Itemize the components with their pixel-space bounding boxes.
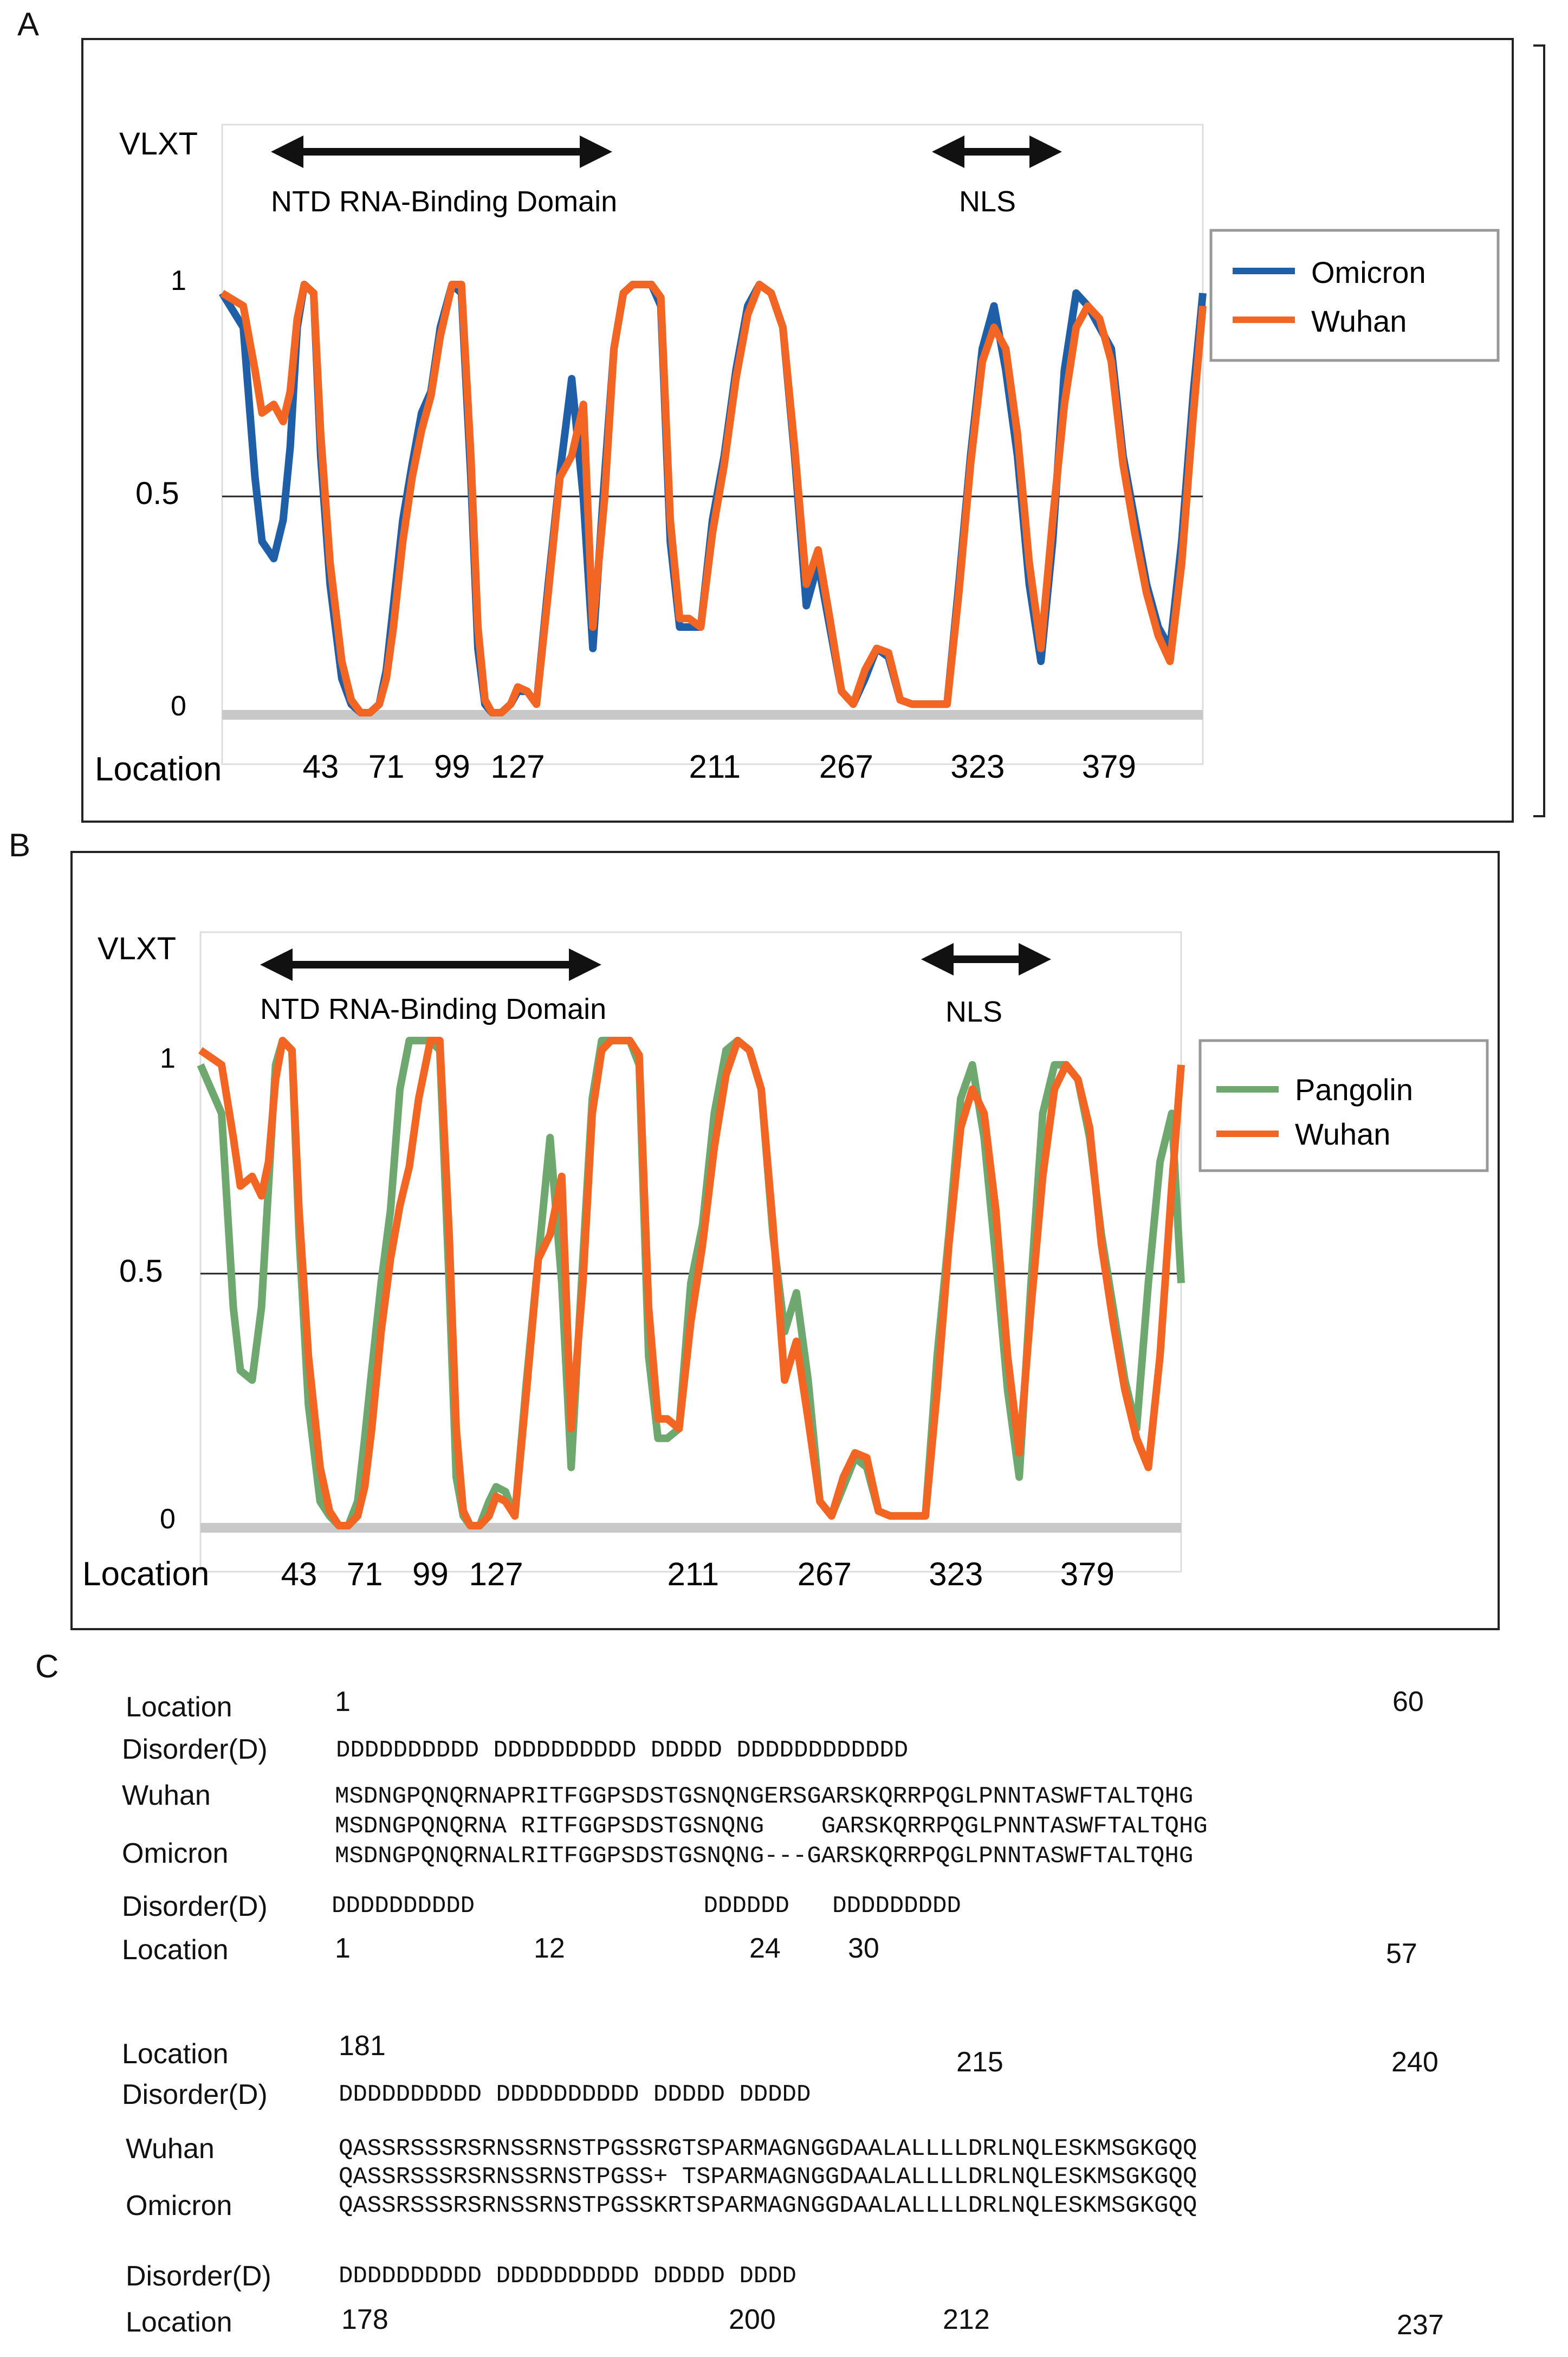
panel-label-c: C — [35, 1648, 59, 1684]
x-axis-label-b: Location — [82, 1555, 209, 1593]
chart-a-x-tick: 267 — [819, 748, 873, 785]
location-label-top-1: Location — [126, 1691, 232, 1723]
panel-a-frame — [81, 38, 1514, 823]
chart-a-x-tick: 211 — [689, 748, 741, 785]
disorder-label-top-2: Disorder(D) — [122, 2079, 268, 2110]
species-label-wuhan-1: Wuhan — [122, 1780, 211, 1811]
location-label-bottom-1: Location — [122, 1934, 229, 1966]
chart-b: NTD RNA-Binding Domain NLS VLXT 0 0.5 1 … — [82, 931, 1489, 1593]
chart-b-x-tick: 43 — [281, 1556, 318, 1592]
legend-b: Pangolin Wuhan — [1198, 1039, 1489, 1172]
location-tick: 12 — [534, 1933, 565, 1964]
x-axis-band-b — [200, 1523, 1181, 1533]
x-axis-label-a: Location — [95, 751, 222, 788]
chart-a-x-tick: 127 — [491, 748, 545, 785]
disorder-row-bottom-1: DDDDDDDDDD DDDDDD DDDDDDDDD — [332, 1893, 961, 1920]
disorder-label-top-1: Disorder(D) — [122, 1734, 268, 1765]
y-tick-0-a: 0 — [171, 690, 186, 722]
panel-b-frame — [70, 851, 1500, 1630]
disorder-label-bottom-1: Disorder(D) — [122, 1891, 268, 1922]
location-tick: 1 — [335, 1933, 351, 1964]
location-tick: 24 — [749, 1933, 781, 1964]
location-end-top-1: 60 — [1392, 1686, 1424, 1717]
disorder-row-bottom-2: DDDDDDDDDD DDDDDDDDDD DDDDD DDDD — [339, 2263, 796, 2290]
legend-a: Omicron Wuhan — [1209, 229, 1500, 362]
y-axis-label-a: VLXT — [119, 126, 198, 162]
location-start-top-1: 1 — [335, 1686, 351, 1717]
chart-b-x-tick: 379 — [1060, 1556, 1115, 1592]
rna-binding-arrow-b — [260, 948, 601, 981]
species-label-omicron-2: Omicron — [126, 2190, 232, 2222]
location-tick: 178 — [341, 2304, 388, 2335]
nls-arrow-b — [921, 943, 1051, 976]
location-tick: 237 — [1397, 2309, 1444, 2341]
chart-a-x-tick: 323 — [950, 748, 1005, 785]
species-label-omicron-1: Omicron — [122, 1838, 229, 1869]
chart-b-x-tick: 211 — [667, 1556, 719, 1592]
alignment-row-1: MSDNGPQNQRNA RITFGGPSDSTGSNQNG GARSKQRRP… — [335, 1813, 1208, 1840]
legend-label-wuhan-a: Wuhan — [1311, 304, 1407, 338]
chart-a: NTD RNA-Binding Domain NLS VLXT 0 0.5 1 … — [95, 124, 1500, 788]
legend-label-pangolin: Pangolin — [1295, 1073, 1413, 1107]
annotation-nls-b: NLS — [945, 996, 1002, 1028]
location-tick: 57 — [1386, 1938, 1417, 1969]
location-label-bottom-2: Location — [126, 2307, 232, 2338]
y-tick-0-b: 0 — [160, 1503, 176, 1535]
annotation-rna-binding-b: NTD RNA-Binding Domain — [260, 993, 606, 1025]
sequence-omicron-1: MSDNGPQNQRNALRITFGGPSDSTGSNQNG---GARSKQR… — [335, 1843, 1194, 1870]
y-axis-label-b: VLXT — [98, 931, 176, 966]
annotation-rna-binding-a: NTD RNA-Binding Domain — [271, 185, 617, 218]
legend-label-omicron: Omicron — [1311, 255, 1426, 289]
location-end-top-2: 240 — [1391, 2046, 1439, 2078]
disorder-label-bottom-2: Disorder(D) — [126, 2261, 271, 2292]
y-tick-05-a: 0.5 — [135, 476, 179, 511]
y-tick-1-a: 1 — [171, 265, 186, 296]
panel-label-a: A — [17, 6, 40, 42]
alignment-row-2: QASSRSSSRSRNSSRNSTPGSS+ TSPARMAGNGGDAALA… — [339, 2164, 1197, 2191]
chart-b-x-tick: 267 — [798, 1556, 852, 1592]
chart-a-x-tick: 379 — [1082, 748, 1136, 785]
disorder-row-top-2: DDDDDDDDDD DDDDDDDDDD DDDDD DDDDD — [339, 2081, 811, 2108]
x-axis-band-a — [222, 710, 1203, 720]
chart-a-x-tick: 43 — [303, 748, 339, 785]
sequence-wuhan-2: QASSRSSSRSRNSSRNSTPGSSRGTSPARMAGNGGDAALA… — [339, 2135, 1197, 2162]
chart-b-series-wuhan — [198, 1037, 1185, 1529]
y-tick-1-b: 1 — [160, 1043, 176, 1074]
location-tick: 200 — [729, 2304, 776, 2335]
disorder-row-top-1: DDDDDDDDDD DDDDDDDDDD DDDDD DDDDDDDDDDDD — [336, 1737, 909, 1764]
sequence-omicron-2: QASSRSSSRSRNSSRNSTPGSSKRTSPARMAGNGGDAALA… — [339, 2192, 1197, 2219]
chart-a-x-tick: 71 — [368, 748, 405, 785]
chart-a-series-wuhan — [220, 281, 1207, 716]
chart-a-x-tick: 99 — [434, 748, 470, 785]
location-label-top-2: Location — [122, 2038, 229, 2070]
chart-b-x-tick: 71 — [347, 1556, 383, 1592]
panel-a-side-bracket — [1533, 44, 1545, 817]
chart-b-x-tick: 127 — [469, 1556, 523, 1592]
species-label-wuhan-2: Wuhan — [126, 2133, 215, 2165]
sequence-wuhan-1: MSDNGPQNQRNAPRITFGGPSDSTGSNQNGERSGARSKQR… — [335, 1783, 1194, 1810]
location-start-top-2: 181 — [339, 2030, 386, 2062]
nls-arrow — [932, 135, 1062, 168]
y-tick-05-b: 0.5 — [119, 1254, 163, 1289]
chart-b-x-tick: 323 — [929, 1556, 983, 1592]
panel-label-b: B — [9, 827, 31, 863]
location-tick: 212 — [943, 2304, 990, 2335]
legend-label-wuhan-b: Wuhan — [1295, 1117, 1390, 1151]
location-tick: 30 — [848, 1933, 879, 1964]
annotation-nls-a: NLS — [959, 185, 1016, 218]
rna-binding-arrow — [271, 135, 612, 168]
chart-b-x-tick: 99 — [412, 1556, 449, 1592]
location-mid-top-2: 215 — [956, 2046, 1003, 2078]
